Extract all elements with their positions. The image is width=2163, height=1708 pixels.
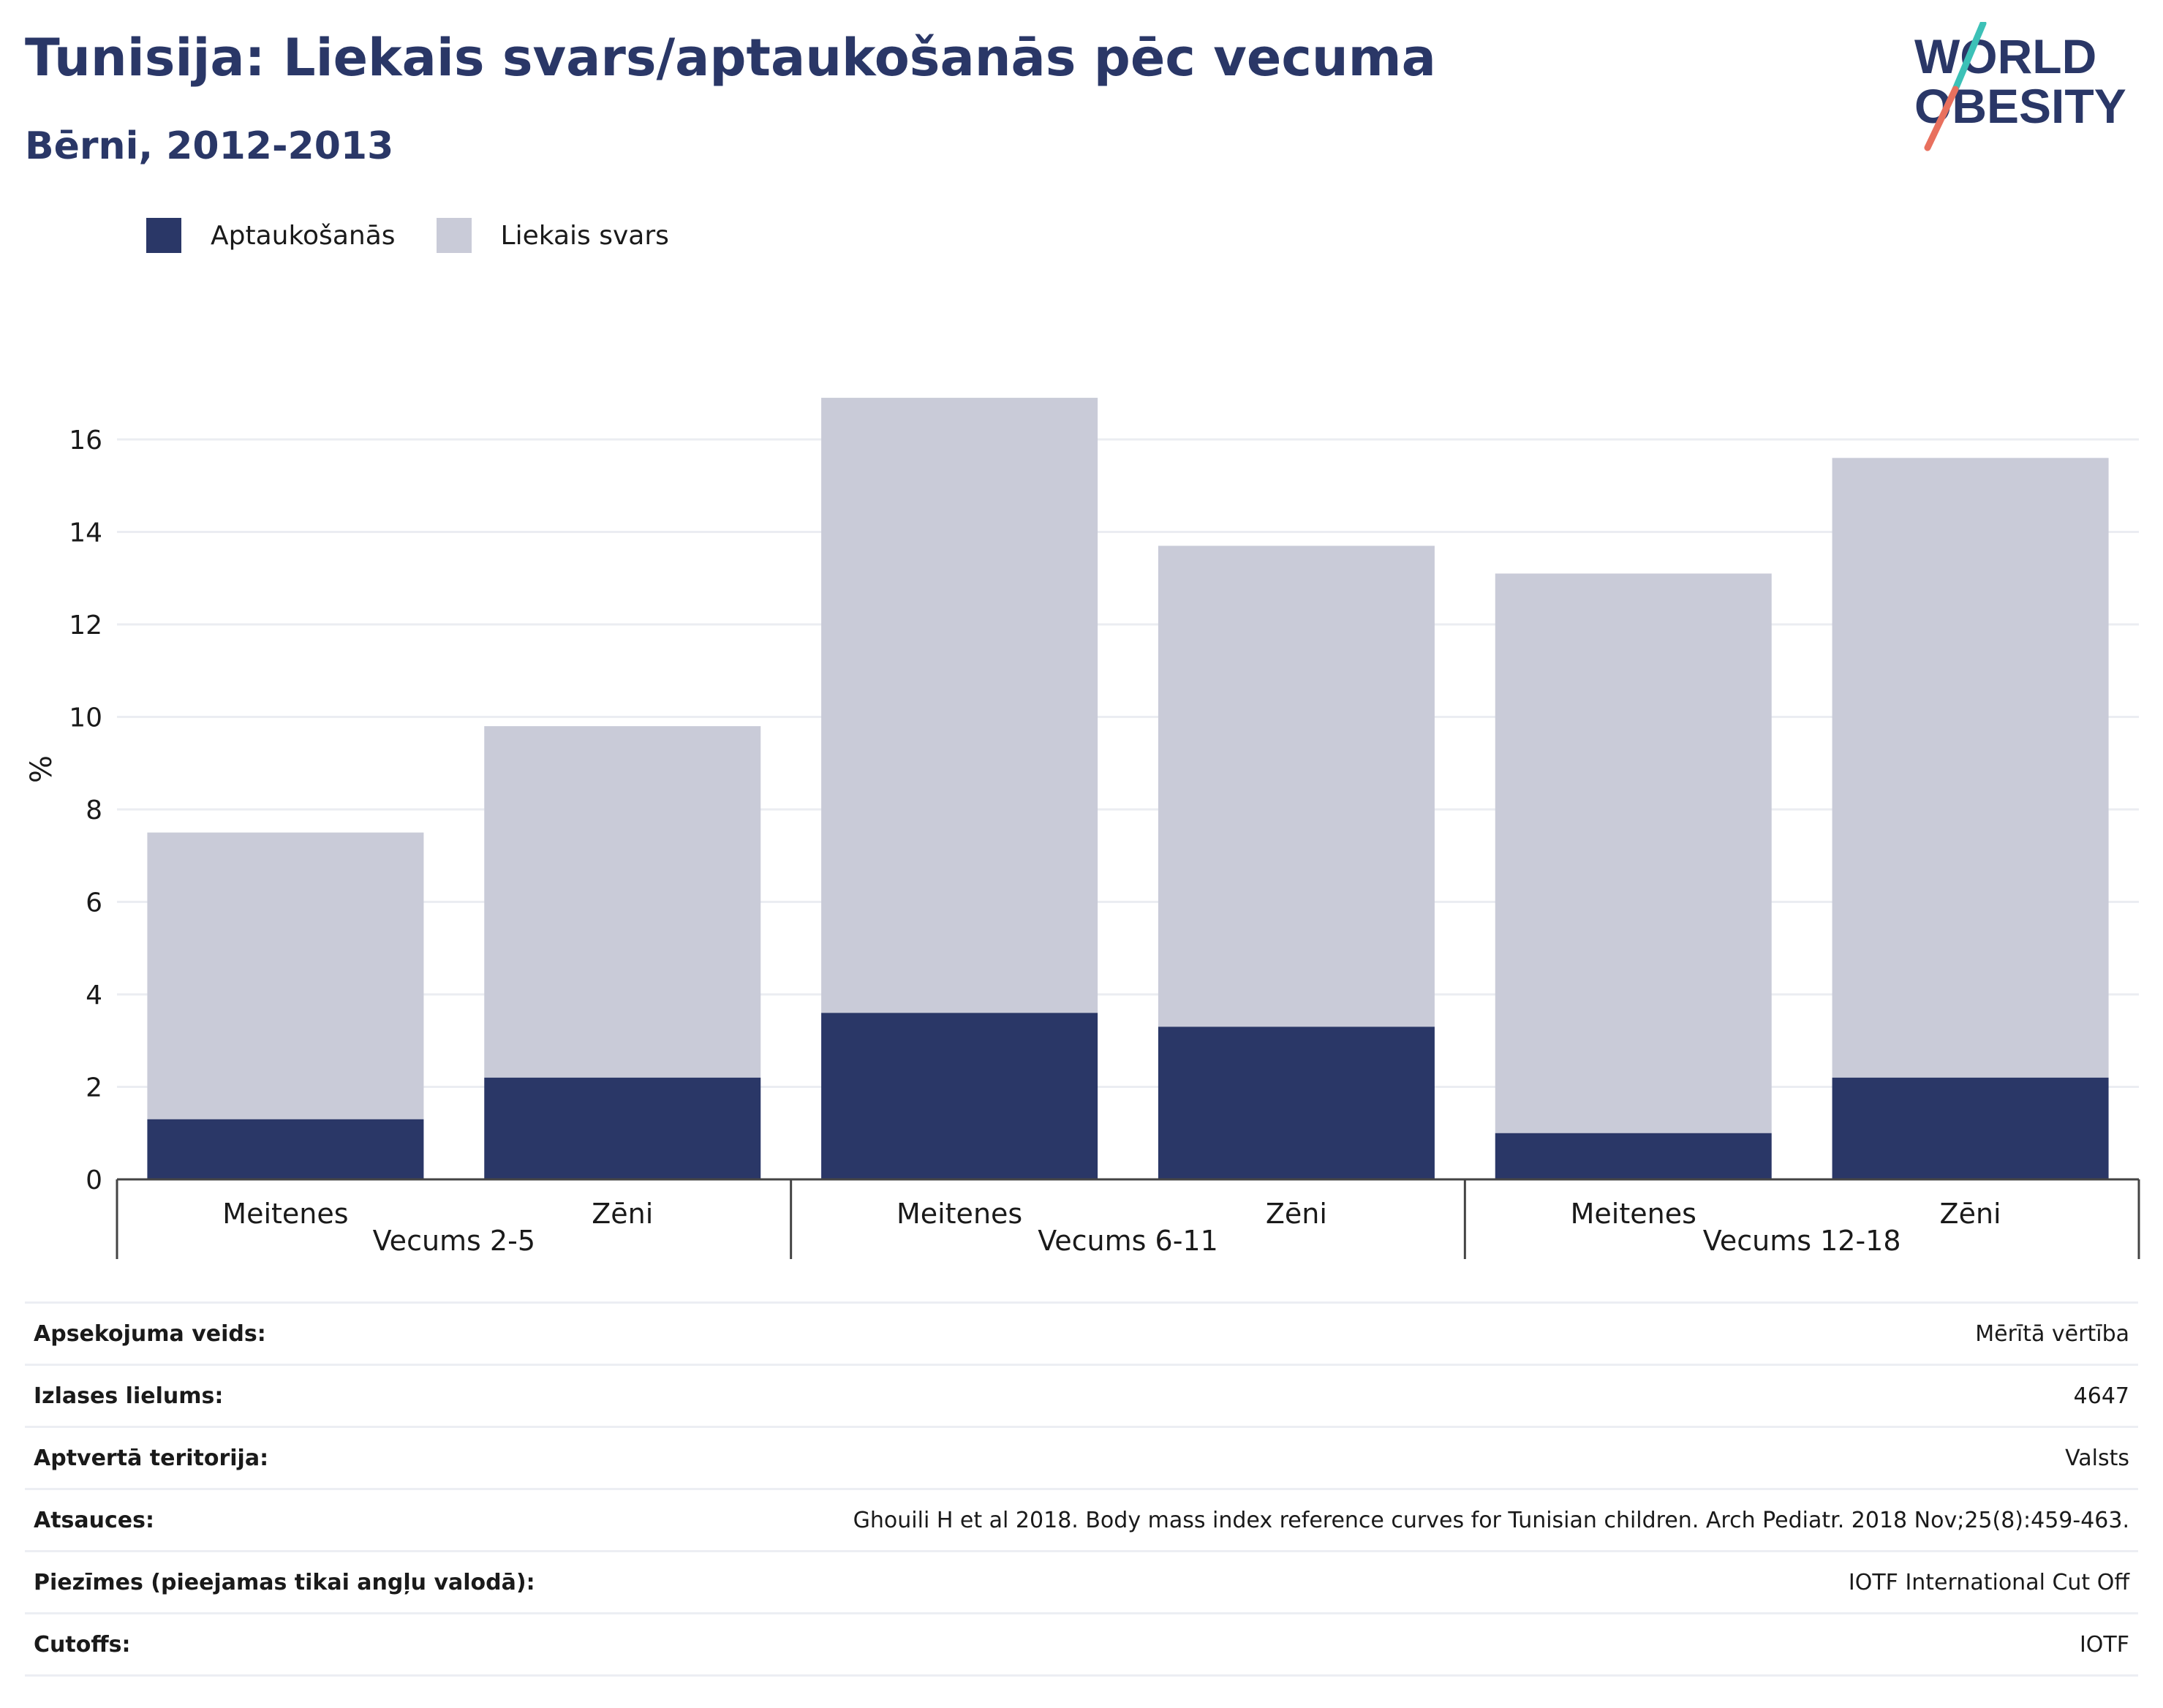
bar-obesity [1158,1027,1435,1179]
bar-overweight [821,398,1098,1013]
logo-slash-teal [1952,22,1987,93]
y-tick-label: 0 [86,1165,102,1195]
legend-label-overweight: Liekais svars [500,220,669,251]
bar-obesity [147,1119,424,1179]
logo-slash-red [1924,86,1959,151]
x-tick-label: Zēni [592,1198,653,1230]
chart-subtitle: Bērni, 2012-2013 [25,124,394,168]
info-label: Izlases lielums: [34,1383,224,1409]
x-tick-label: Meitenes [222,1198,348,1230]
y-tick-label: 8 [86,796,102,825]
x-tick-label: Meitenes [896,1198,1022,1230]
info-value: Ghouili H et al 2018. Body mass index re… [853,1507,2129,1533]
bar-obesity [1495,1133,1772,1179]
group-label: Vecums 6-11 [1038,1225,1218,1257]
legend-swatch-obesity [146,218,181,253]
x-tick-label: Zēni [1266,1198,1327,1230]
y-axis-label: % [25,755,58,783]
bar-overweight [147,832,424,1119]
bar-overweight [1158,545,1435,1027]
info-row: Aptvertā teritorija: Valsts [25,1426,2138,1488]
info-value: IOTF International Cut Off [1848,1569,2129,1595]
y-tick-label: 6 [86,888,102,918]
info-label: Cutoffs: [34,1631,131,1658]
logo-text-world: WORLD [1914,29,2096,83]
bar-overweight [1495,573,1772,1133]
bar-obesity [1832,1077,2109,1179]
y-tick-label: 4 [86,980,102,1010]
info-label: Apsekojuma veids: [34,1320,266,1347]
bar-obesity [484,1077,761,1179]
y-tick-label: 14 [69,518,102,548]
info-row: Piezīmes (pieejamas tikai angļu valodā):… [25,1550,2138,1612]
legend-swatch-overweight [436,218,472,253]
y-tick-label: 2 [86,1073,102,1103]
world-obesity-logo: WORLD OBESITY [1914,22,2126,151]
group-label: Vecums 12-18 [1703,1225,1901,1257]
y-tick-label: 12 [69,611,102,640]
info-row: Atsauces: Ghouili H et al 2018. Body mas… [25,1488,2138,1550]
bar-obesity [821,1013,1098,1179]
legend-item-overweight[interactable]: Liekais svars [436,218,669,253]
info-label: Atsauces: [34,1507,154,1533]
info-value: 4647 [2073,1383,2129,1409]
x-tick-label: Meitenes [1571,1198,1696,1230]
info-row: Cutoffs: IOTF [25,1612,2138,1677]
info-value: IOTF [2079,1631,2129,1658]
chart-legend: Aptaukošanās Liekais svars [146,216,710,254]
y-tick-label: 16 [69,426,102,456]
group-label: Vecums 2-5 [373,1225,535,1257]
legend-label-obesity: Aptaukošanās [211,220,396,251]
bar-overweight [484,726,761,1078]
y-tick-label: 10 [69,703,102,733]
info-value: Mērītā vērtība [1975,1320,2129,1347]
info-label: Piezīmes (pieejamas tikai angļu valodā): [34,1569,535,1595]
stacked-bar-chart: 0 2 4 6 8 10 12 14 16% Meitenes Zēni Meitenes Zēni Me… [25,398,2140,1259]
info-label: Aptvertā teritorija: [34,1445,269,1471]
info-table: Apsekojuma veids: Mērītā vērtība Izlases… [25,1301,2138,1677]
info-value: Valsts [2065,1445,2129,1471]
info-row: Izlases lielums: 4647 [25,1364,2138,1426]
x-tick-label: Zēni [1940,1198,2001,1230]
info-row: Apsekojuma veids: Mērītā vērtība [25,1301,2138,1364]
bar-overweight [1832,458,2109,1078]
chart-title: Tunisija: Liekais svars/aptaukošanās pēc… [25,28,1436,88]
legend-item-obesity[interactable]: Aptaukošanās [146,218,396,253]
